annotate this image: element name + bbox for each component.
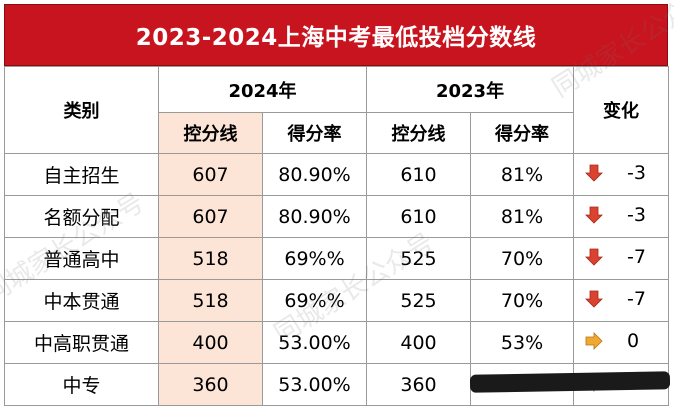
row-change-value: -7 [627,288,646,310]
down-arrow-icon [585,206,603,224]
row-change-value: 0 [627,330,640,352]
header-category: 类别 [4,66,159,154]
row-score-2024: 400 [158,321,263,364]
score-table: 类别 2024年 2023年 变化 控分线 得分率 控分线 得分率 自主招生 6… [4,66,670,406]
header-rate-2023: 得分率 [470,112,575,154]
row-score-2023: 610 [366,195,472,238]
row-rate-2024: 53.00% [261,363,368,406]
row-category: 中本贯通 [4,279,159,322]
row-change-value: -7 [627,246,646,268]
header-2023: 2023年 [366,66,575,113]
row-score-2024: 607 [158,195,263,238]
header-score-2024: 控分线 [158,112,263,154]
row-rate-2024: 69%% [261,279,368,322]
table-row: 名额分配 607 80.90% 610 81% -3 [4,195,670,238]
row-change: -3 [573,195,670,238]
row-score-2023: 525 [366,279,472,322]
table-row: 中高职贯通 400 53.00% 400 53% 0 [4,321,670,364]
down-arrow-icon [585,290,603,308]
row-rate-2023: 70% [470,237,575,280]
row-rate-2023: 53% [470,321,575,364]
row-score-2024: 607 [158,153,263,196]
row-change: 0 [573,321,670,364]
row-rate-2024: 53.00% [261,321,368,364]
header-2024: 2024年 [157,66,368,113]
row-rate-2024: 80.90% [261,195,368,238]
down-arrow-icon [585,248,603,266]
row-category: 普通高中 [4,237,159,280]
row-category: 中高职贯通 [4,321,159,364]
row-rate-2024: 69%% [261,237,368,280]
row-category: 自主招生 [4,153,159,196]
row-rate-2023: 81% [470,195,575,238]
row-change: -7 [573,237,670,280]
row-change: -3 [573,153,670,196]
row-category: 名额分配 [4,195,159,238]
table-row: 中本贯通 518 69%% 525 70% -7 [4,279,670,322]
row-change: -7 [573,279,670,322]
header-score-2023: 控分线 [366,112,472,154]
row-score-2023: 360 [366,363,472,406]
row-score-2024: 518 [158,237,263,280]
right-arrow-icon [585,332,603,350]
table-row: 自主招生 607 80.90% 610 81% -3 [4,153,670,196]
row-change-value: -3 [627,204,646,226]
row-change-value: -3 [627,162,646,184]
row-rate-2024: 80.90% [261,153,368,196]
page-title: 2023-2024上海中考最低投档分数线 [4,4,668,66]
row-rate-2023: 70% [470,279,575,322]
row-category: 中专 [4,363,159,406]
row-score-2024: 360 [158,363,263,406]
redaction-scribble [469,371,671,393]
row-score-2023: 400 [366,321,472,364]
header-change: 变化 [573,66,670,154]
row-score-2023: 610 [366,153,472,196]
row-score-2024: 518 [158,279,263,322]
row-score-2023: 525 [366,237,472,280]
row-rate-2023: 81% [470,153,575,196]
table-row: 普通高中 518 69%% 525 70% -7 [4,237,670,280]
down-arrow-icon [585,164,603,182]
header-rate-2024: 得分率 [261,112,368,154]
